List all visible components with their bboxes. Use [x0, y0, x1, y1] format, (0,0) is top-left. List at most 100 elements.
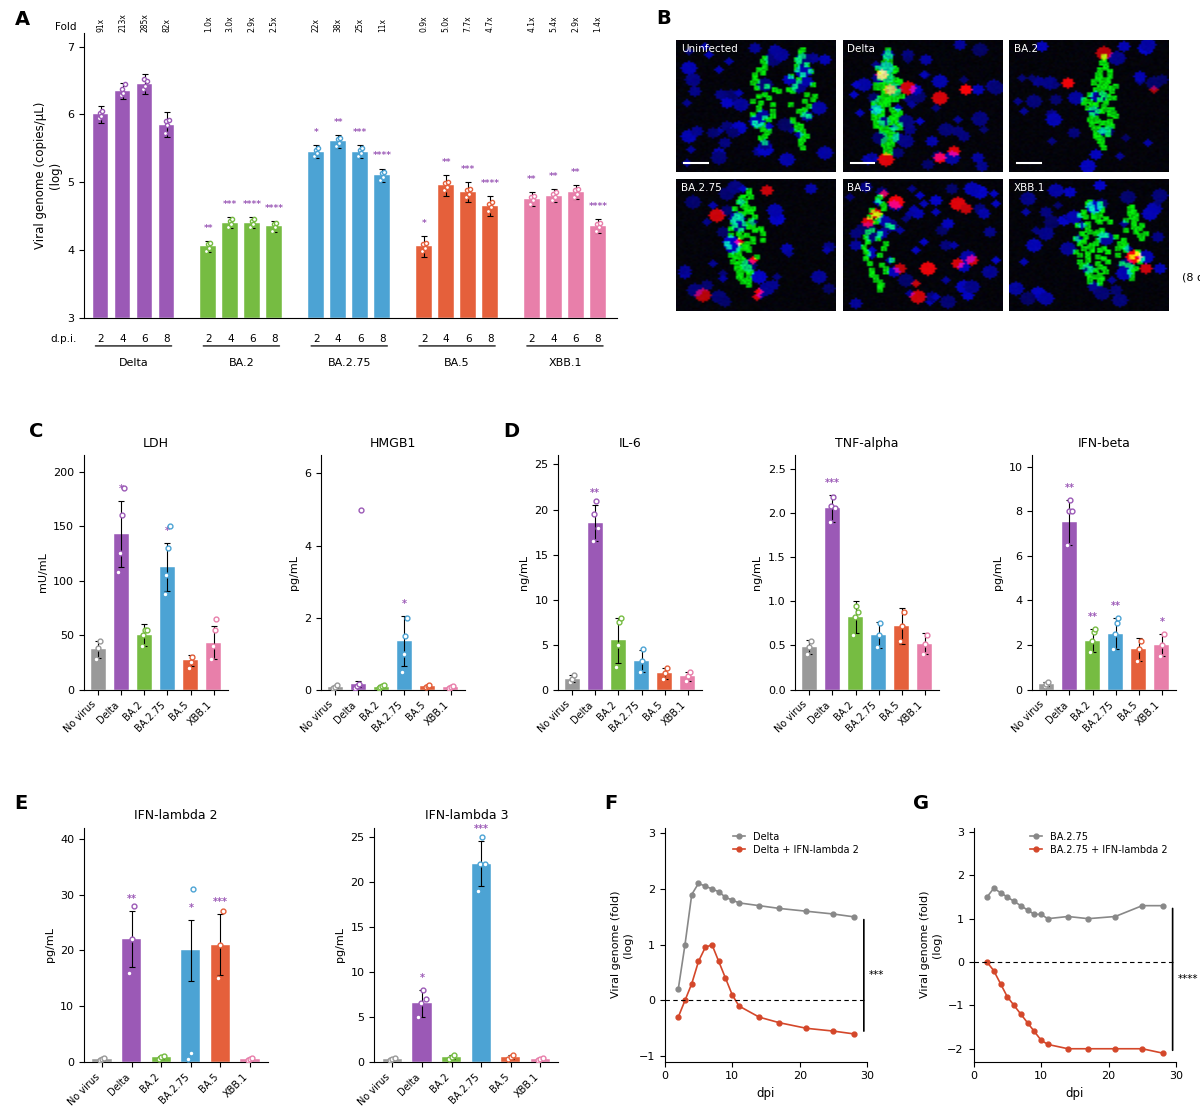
- Text: **: **: [1064, 483, 1074, 493]
- Text: BA.5: BA.5: [444, 358, 470, 368]
- Text: 2: 2: [205, 334, 211, 344]
- BA.2.75: [1020, 904, 1034, 917]
- BA.2.75 + IFN-lambda 2: [1000, 990, 1014, 1003]
- Line: Delta: Delta: [676, 881, 856, 992]
- BA.2.75: [980, 890, 995, 904]
- BA.2.75 + IFN-lambda 2: [1108, 1042, 1122, 1055]
- Bar: [92, 1058, 112, 1062]
- Delta + IFN-lambda 2: [678, 994, 692, 1008]
- Text: 82x: 82x: [162, 18, 172, 32]
- Text: **: **: [127, 895, 137, 905]
- Bar: [413, 1003, 432, 1062]
- Delta: [725, 894, 739, 907]
- Bar: [90, 649, 106, 690]
- Bar: [611, 640, 626, 690]
- Delta + IFN-lambda 2: [712, 954, 726, 968]
- Text: 4: 4: [335, 334, 342, 344]
- Bar: [184, 660, 198, 690]
- Bar: [222, 222, 239, 317]
- Y-axis label: ng/mL: ng/mL: [752, 555, 762, 591]
- Bar: [308, 152, 324, 317]
- Legend: Delta, Delta + IFN-lambda 2: Delta, Delta + IFN-lambda 2: [730, 827, 863, 858]
- Bar: [568, 192, 584, 317]
- Text: ***: ***: [824, 478, 840, 488]
- Bar: [658, 674, 672, 690]
- Delta: [684, 888, 698, 901]
- Text: 5.4x: 5.4x: [550, 15, 558, 32]
- Text: d.p.i.: d.p.i.: [50, 334, 77, 344]
- Text: 11x: 11x: [378, 18, 386, 32]
- Text: XBB.1: XBB.1: [1014, 182, 1045, 192]
- BA.2.75: [1000, 890, 1014, 904]
- Delta: [752, 899, 767, 912]
- Bar: [1154, 645, 1170, 690]
- BA.2.75 + IFN-lambda 2: [1014, 1008, 1028, 1021]
- Text: 2: 2: [529, 334, 535, 344]
- Bar: [383, 1060, 402, 1062]
- BA.2.75: [1061, 910, 1075, 924]
- Bar: [350, 685, 366, 690]
- Bar: [137, 84, 152, 317]
- Text: **: **: [571, 168, 581, 177]
- Text: Delta: Delta: [119, 358, 149, 368]
- Text: BA.2: BA.2: [228, 358, 254, 368]
- Text: 8: 8: [271, 334, 277, 344]
- Bar: [206, 643, 221, 690]
- Delta + IFN-lambda 2: [704, 938, 719, 951]
- Text: 2.9x: 2.9x: [248, 15, 257, 32]
- Text: ****: ****: [242, 200, 262, 209]
- Delta + IFN-lambda 2: [827, 1024, 841, 1037]
- Text: ***: ***: [474, 824, 488, 834]
- Title: IL-6: IL-6: [619, 437, 641, 450]
- Bar: [824, 509, 840, 690]
- Text: Uninfected: Uninfected: [680, 44, 738, 54]
- Bar: [442, 1057, 461, 1062]
- Delta: [678, 938, 692, 951]
- Text: 2.9x: 2.9x: [571, 15, 581, 32]
- Bar: [1085, 640, 1100, 690]
- Delta: [698, 879, 713, 893]
- Text: ***: ***: [869, 970, 884, 980]
- Title: IFN-beta: IFN-beta: [1078, 437, 1130, 450]
- Delta: [846, 910, 860, 924]
- Text: F: F: [604, 794, 617, 813]
- BA.2.75 + IFN-lambda 2: [1027, 1025, 1042, 1039]
- Text: 2: 2: [97, 334, 104, 344]
- BA.2.75: [1135, 899, 1150, 912]
- Text: **: **: [1111, 602, 1121, 612]
- Line: BA.2.75: BA.2.75: [984, 886, 1165, 921]
- Delta + IFN-lambda 2: [671, 1011, 685, 1024]
- Text: 4.1x: 4.1x: [528, 15, 536, 32]
- Text: ****: ****: [588, 202, 607, 211]
- Bar: [482, 206, 498, 317]
- Text: 4: 4: [551, 334, 557, 344]
- Bar: [397, 641, 412, 690]
- Text: 3.0x: 3.0x: [226, 15, 235, 32]
- Delta + IFN-lambda 2: [698, 941, 713, 954]
- Delta + IFN-lambda 2: [725, 989, 739, 1002]
- Text: C: C: [30, 421, 43, 441]
- Bar: [530, 1060, 550, 1062]
- Text: 4.7x: 4.7x: [486, 15, 494, 32]
- Text: 8: 8: [163, 334, 170, 344]
- Delta: [799, 905, 814, 918]
- Bar: [443, 687, 458, 690]
- Text: 6: 6: [250, 334, 256, 344]
- BA.2.75: [1027, 908, 1042, 921]
- Line: Delta + IFN-lambda 2: Delta + IFN-lambda 2: [676, 942, 856, 1036]
- Text: **: **: [442, 158, 451, 167]
- Text: **: **: [334, 117, 343, 126]
- Bar: [92, 114, 108, 317]
- Text: *: *: [420, 972, 425, 983]
- Text: 213x: 213x: [118, 13, 127, 32]
- Text: XBB.1: XBB.1: [548, 358, 582, 368]
- X-axis label: dpi: dpi: [757, 1087, 775, 1100]
- Bar: [328, 687, 343, 690]
- Text: 91x: 91x: [96, 18, 106, 32]
- Text: 7.7x: 7.7x: [463, 15, 473, 32]
- Text: ***: ***: [353, 128, 367, 137]
- BA.2.75: [1156, 899, 1170, 912]
- Delta + IFN-lambda 2: [752, 1011, 767, 1024]
- Bar: [211, 945, 230, 1062]
- Y-axis label: pg/mL: pg/mL: [289, 555, 299, 591]
